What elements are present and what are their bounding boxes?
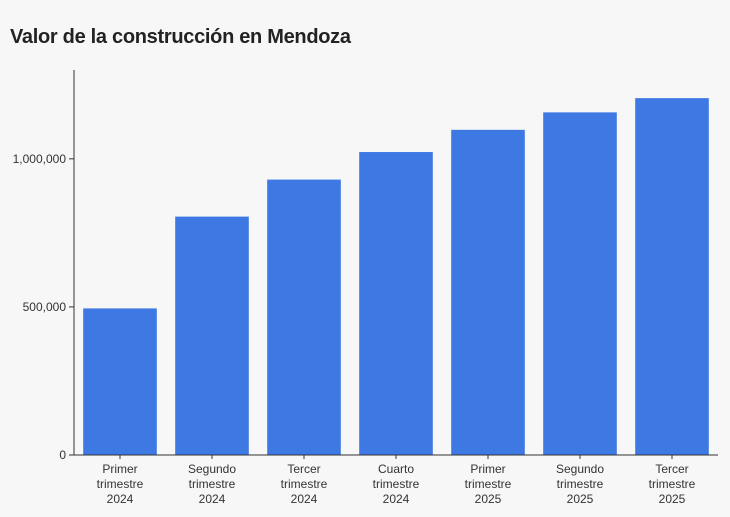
x-tick-label: Segundo trimestre 2024 — [188, 462, 236, 506]
x-tick-label: Primer trimestre 2025 — [465, 462, 512, 506]
bar — [175, 216, 249, 455]
y-axis-ticks: 0 500,000 1,000,000 — [13, 152, 74, 462]
bar — [543, 112, 617, 455]
x-axis-labels: Primer trimestre 2024 Segundo trimestre 2024 T… — [97, 455, 696, 506]
x-tick-label: Segundo trimestre 2025 — [556, 462, 604, 506]
bars — [83, 98, 709, 456]
x-tick-label: Cuarto trimestre 2024 — [373, 462, 420, 506]
bar — [451, 129, 525, 456]
bar — [83, 308, 157, 455]
bar — [359, 152, 433, 456]
y-tick-label: 1,000,000 — [13, 152, 67, 166]
x-tick-label: Primer trimestre 2024 — [97, 462, 144, 506]
y-tick-label: 500,000 — [23, 300, 67, 314]
bar — [267, 179, 341, 456]
x-tick-label: Tercer trimestre 2024 — [281, 462, 328, 506]
x-tick-label: Tercer trimestre 2025 — [649, 462, 696, 506]
y-tick-label: 0 — [59, 448, 66, 462]
bar — [635, 98, 709, 455]
chart-title: Valor de la construcción en Mendoza — [10, 26, 351, 48]
